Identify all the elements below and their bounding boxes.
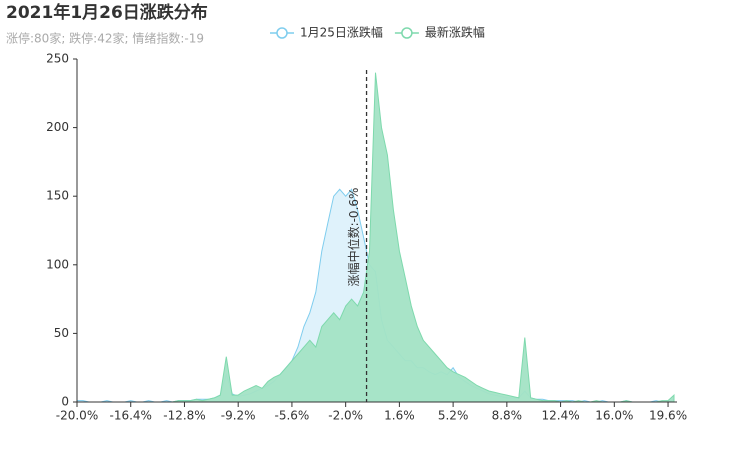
median-label: 涨幅中位数:-0.6% <box>346 188 361 287</box>
x-tick-label: -2.0% <box>328 409 363 423</box>
x-tick-label: -9.2% <box>221 409 256 423</box>
legend-marker <box>401 27 413 39</box>
legend-label: 最新涨跌幅 <box>425 25 485 40</box>
area <box>77 72 675 403</box>
x-tick-label: 16.0% <box>595 409 633 423</box>
legend-marker <box>276 27 288 39</box>
y-tick-label: 200 <box>46 120 69 134</box>
x-tick-label: 8.8% <box>492 409 523 423</box>
x-tick-label: 12.4% <box>542 409 580 423</box>
chart-subtitle: 涨停:80家; 跌停:42家; 情绪指数:-19 <box>6 31 204 46</box>
y-tick-label: 50 <box>54 326 69 340</box>
chart-title: 2021年1月26日涨跌分布 <box>6 2 208 23</box>
y-tick-label: 100 <box>46 257 69 271</box>
y-tick-label: 250 <box>46 52 69 66</box>
x-tick-label: -20.0% <box>56 409 98 423</box>
x-tick-label: -12.8% <box>163 409 205 423</box>
x-tick-label: -16.4% <box>110 409 152 423</box>
x-tick-label: 1.6% <box>384 409 415 423</box>
y-tick-label: 0 <box>61 395 69 409</box>
x-tick-label: -5.6% <box>275 409 310 423</box>
x-tick-label: 19.6% <box>649 409 687 423</box>
y-tick-label: 150 <box>46 189 69 203</box>
legend-label: 1月25日涨跌幅 <box>300 25 383 40</box>
x-tick-label: 5.2% <box>438 409 469 423</box>
